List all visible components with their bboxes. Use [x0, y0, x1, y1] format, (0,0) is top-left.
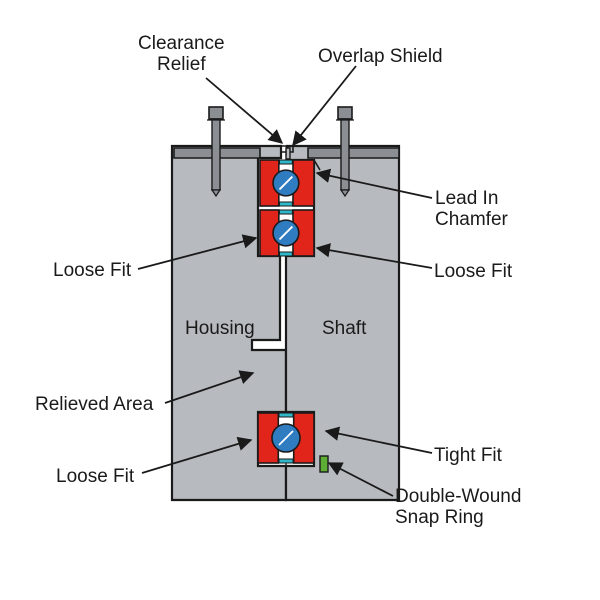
label-double-wound: Double-WoundSnap Ring: [395, 487, 521, 529]
label-loose-fit-ul: Loose Fit: [53, 261, 131, 282]
label-relieved-area: Relieved Area: [35, 395, 153, 416]
top-plate-right: [308, 148, 399, 158]
label-overlap-shield: Overlap Shield: [318, 47, 443, 68]
label-clearance-relief: ClearanceRelief: [138, 34, 225, 76]
snap-ring: [320, 456, 328, 472]
label-tight-fit: Tight Fit: [434, 446, 502, 467]
label-housing: Housing: [185, 319, 255, 340]
label-shaft: Shaft: [322, 319, 366, 340]
label-loose-fit-ur: Loose Fit: [434, 262, 512, 283]
label-loose-fit-bl: Loose Fit: [56, 467, 134, 488]
label-lead-in-chamfer: Lead InChamfer: [435, 189, 508, 231]
bolt-left: [212, 119, 220, 190]
